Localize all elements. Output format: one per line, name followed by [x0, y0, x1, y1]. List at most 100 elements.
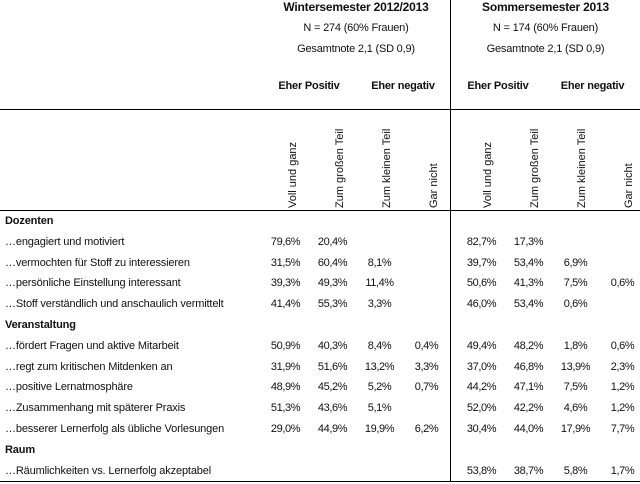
table-row: …vermochten für Stoff zu interessieren 31…: [0, 253, 640, 273]
ss-value-cell: 4,6%: [563, 402, 588, 415]
ss-value-cell: 1,7%: [610, 464, 635, 477]
ss-value-cell: 0,6%: [610, 339, 635, 352]
section-label: Veranstaltung: [5, 319, 76, 331]
ss-value-cell: 42,2%: [513, 402, 544, 415]
ss-value-cell: 30,4%: [466, 423, 497, 435]
ws-value-cell: 8,4%: [367, 339, 392, 352]
ss-value-cell: 0,6%: [610, 277, 635, 290]
row-label: …engagiert und motiviert: [5, 235, 125, 248]
ss-value-cell: 5,8%: [563, 464, 588, 477]
ss-value-cell: 49,4%: [466, 339, 497, 352]
section-row: Raum: [0, 440, 640, 460]
row-label: …fördert Fragen und aktive Mitarbeit: [5, 339, 179, 352]
ws-value-cell: 45,2%: [317, 381, 348, 394]
ss-value-cell: 46,0%: [466, 298, 497, 311]
ss-value-cell: 13,9%: [560, 360, 591, 373]
ws-grade: Gesamtnote 2,1 (SD 0,9): [297, 43, 415, 55]
ss-value-cell: 2,3%: [610, 360, 635, 373]
row-label: …positive Lernatmosphäre: [5, 381, 133, 394]
ws-value-cell: 43,6%: [317, 402, 348, 415]
ws-value-cell: 31,5%: [270, 256, 301, 269]
row-label: …vermochten für Stoff zu interessieren: [5, 256, 190, 269]
ss-value-cell: 44,2%: [466, 381, 497, 394]
table-row: …engagiert und motiviert 79,6% 20,4% 82,7% 1…: [0, 232, 640, 252]
ws-n: N = 274 (60% Frauen): [303, 22, 409, 34]
ss-value-cell: 47,1%: [513, 381, 544, 394]
ss-value-cell: 44,0%: [513, 423, 544, 435]
ws-value-cell: 31,9%: [270, 360, 301, 373]
table-row: …besserer Lernerfolg als übliche Vorlesu…: [0, 419, 640, 439]
header-rule: [0, 109, 640, 110]
row-label: …Zusammenhang mit späterer Praxis: [5, 402, 186, 415]
ss-value-cell: 46,8%: [513, 360, 544, 373]
ss-value-cell: 17,9%: [560, 423, 591, 435]
ss-value-cell: 37,0%: [466, 360, 497, 373]
ws-value-cell: 8,1%: [367, 256, 392, 269]
ws-value-cell: 20,4%: [317, 235, 348, 248]
ss-value-cell: 53,4%: [513, 298, 544, 311]
ss-value-cell: 1,8%: [563, 339, 588, 352]
ws-value-cell: 51,6%: [317, 360, 348, 373]
ss-value-cell: 53,8%: [466, 464, 497, 477]
ws-value-cell: 39,3%: [270, 277, 301, 290]
ws-value-cell: 48,9%: [270, 381, 301, 394]
section-label: Raum: [5, 443, 35, 456]
ws-positive-group: Eher Positiv: [278, 80, 340, 92]
ss-n: N = 174 (60% Frauen): [492, 22, 599, 34]
row-label: …regt zum kritischen Mitdenken an: [5, 360, 173, 373]
ws-value-cell: 50,9%: [270, 339, 301, 352]
table-row: …Zusammenhang mit späterer Praxis 51,3% 43…: [0, 398, 640, 418]
ws-value-cell: 79,6%: [270, 235, 301, 248]
ws-value-cell: 60,4%: [317, 256, 348, 269]
ss-value-cell: 17,3%: [513, 235, 544, 248]
ws-col-gross: Zum großen Teil: [334, 128, 346, 208]
ws-col-klein: Zum kleinen Teil: [381, 128, 393, 208]
row-label: …Räumlichkeiten vs. Lernerfolg akzeptabe…: [5, 464, 212, 477]
table-row: …positive Lernatmosphäre 48,9% 45,2% 5,2% 0,…: [0, 377, 640, 397]
ss-title: Sommersemester 2013: [482, 0, 609, 14]
table-row: …regt zum kritischen Mitdenken an 31,9% 51…: [0, 357, 640, 377]
semester-divider: [450, 0, 451, 482]
ss-value-cell: 53,4%: [513, 256, 544, 269]
ss-value-cell: 82,7%: [466, 235, 497, 248]
row-label: …besserer Lernerfolg als übliche Vorlesu…: [5, 423, 225, 435]
table-row: …fördert Fragen und aktive Mitarbeit 50,9…: [0, 336, 640, 356]
row-label: …Stoff verständlich und anschaulich verm…: [5, 298, 224, 311]
ws-value-cell: 0,7%: [414, 381, 439, 394]
ss-col-gross: Zum großen Teil: [529, 128, 541, 208]
ws-value-cell: 49,3%: [317, 277, 348, 290]
section-row: Veranstaltung: [0, 315, 640, 335]
section-label: Dozenten: [5, 215, 54, 227]
bottom-rule: [0, 481, 640, 482]
ws-value-cell: 5,2%: [367, 381, 392, 394]
ws-value-cell: 5,1%: [367, 402, 392, 415]
section-row: Dozenten: [0, 211, 640, 231]
row-label: …persönliche Einstellung interessant: [5, 277, 181, 290]
ss-value-cell: 50,6%: [466, 277, 497, 290]
column-header-rule: [0, 210, 640, 211]
ws-title: Wintersemester 2012/2013: [283, 0, 429, 14]
ss-col-gar: Gar nicht: [623, 163, 635, 208]
ss-value-cell: 0,6%: [563, 298, 588, 311]
ss-value-cell: 6,9%: [563, 256, 588, 269]
ss-value-cell: 41,3%: [513, 277, 544, 290]
ws-value-cell: 6,2%: [414, 423, 439, 435]
ss-value-cell: 7,5%: [563, 381, 588, 394]
ws-value-cell: 13,2%: [364, 360, 395, 373]
ws-value-cell: 29,0%: [270, 423, 301, 435]
ss-negative-group: Eher negativ: [560, 80, 625, 92]
ws-value-cell: 11,4%: [365, 277, 394, 290]
ws-value-cell: 41,4%: [270, 298, 301, 311]
table-row: …Stoff verständlich und anschaulich verm…: [0, 294, 640, 314]
ss-col-klein: Zum kleinen Teil: [576, 128, 588, 208]
ss-value-cell: 48,2%: [513, 339, 544, 352]
ss-positive-group: Eher Positiv: [467, 80, 529, 92]
ws-value-cell: 55,3%: [317, 298, 348, 311]
ss-col-voll: Voll und ganz: [482, 141, 494, 208]
ss-value-cell: 38,7%: [513, 464, 544, 477]
ws-value-cell: 3,3%: [414, 360, 439, 373]
ws-negative-group: Eher negativ: [371, 80, 435, 92]
ss-value-cell: 1,2%: [610, 381, 635, 394]
ss-grade: Gesamtnote 2,1 (SD 0,9): [486, 43, 605, 55]
